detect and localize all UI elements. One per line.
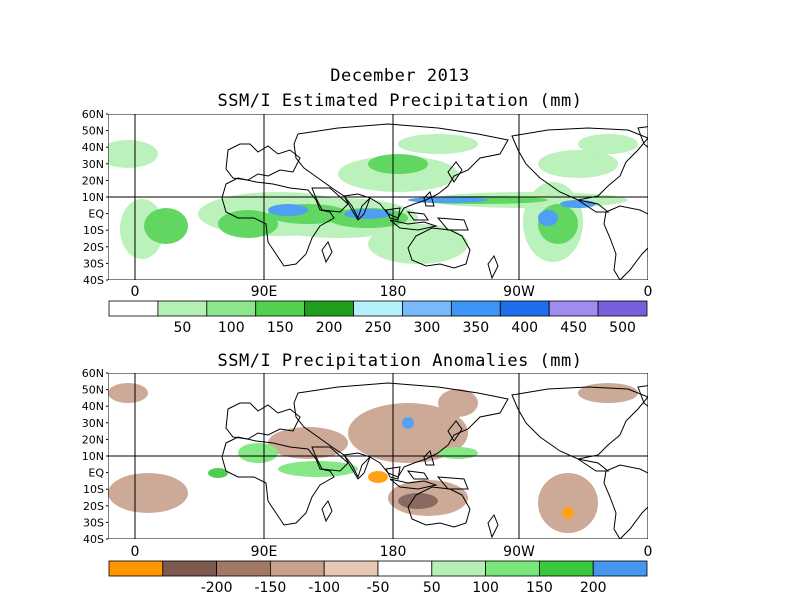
lat-label: 20N — [82, 174, 104, 187]
lat-label: 10S — [83, 224, 104, 237]
colorbar-label: 400 — [511, 320, 538, 336]
lon-label: 90W — [503, 284, 535, 300]
lon-label: 90E — [251, 544, 278, 560]
colorbar-label: -50 — [367, 580, 390, 596]
latitude-axis-1: 60N 50N 40N 30N 20N 10N EQ 10S 20S 30S 40S — [82, 108, 108, 287]
lat-label: 20S — [83, 241, 104, 254]
lon-label: 180 — [380, 284, 407, 300]
colorbar-swatch — [255, 300, 306, 317]
colorbar-label: 450 — [560, 320, 587, 336]
colorbar-swatch — [108, 300, 159, 317]
lat-label: 50N — [82, 125, 104, 138]
lat-label: 60N — [82, 108, 104, 121]
lat-label: 40S — [83, 533, 104, 546]
lat-label: 30S — [83, 257, 104, 270]
colorbar-label: 50 — [423, 580, 441, 596]
colorbar-label: 50 — [173, 320, 191, 336]
colorbar-swatch — [206, 300, 257, 317]
colorbar-swatch — [592, 560, 648, 577]
lat-label: EQ — [88, 467, 104, 480]
lat-label: 30N — [82, 158, 104, 171]
colorbar-swatch — [216, 560, 271, 577]
lat-label: 10N — [82, 191, 104, 204]
anomaly-colorbar: -200 -150 -100 -50 50 100 150 200 — [108, 560, 648, 596]
colorbar-swatch — [377, 560, 433, 577]
lon-label: 0 — [644, 284, 653, 300]
colorbar-label: 250 — [365, 320, 392, 336]
lat-label: 60N — [82, 367, 104, 380]
panel2-title: SSM/I Precipitation Anomalies (mm) — [217, 351, 583, 371]
colorbar-swatch — [597, 300, 648, 317]
colorbar-label: -150 — [255, 580, 287, 596]
colorbar-swatch — [485, 560, 540, 577]
colorbar-label: -200 — [201, 580, 233, 596]
colorbar-label: 150 — [267, 320, 294, 336]
colorbar-label: -100 — [308, 580, 340, 596]
colorbar-swatch — [162, 560, 218, 577]
precip-map — [108, 114, 648, 280]
colorbar-label: 200 — [580, 580, 607, 596]
lat-label: 40N — [82, 400, 104, 413]
colorbar-swatch — [157, 300, 208, 317]
lon-label: 90W — [503, 544, 535, 560]
date-title: December 2013 — [330, 66, 470, 86]
lat-label: 20S — [83, 500, 104, 513]
lat-label: 30N — [82, 417, 104, 430]
colorbar-swatch — [353, 300, 403, 317]
colorbar-swatch — [548, 300, 599, 317]
lat-label: 10N — [82, 450, 104, 463]
lat-label: EQ — [88, 208, 104, 221]
colorbar-label: 100 — [472, 580, 499, 596]
colorbar-label: 100 — [218, 320, 245, 336]
lat-label: 50N — [82, 384, 104, 397]
lat-label: 40S — [83, 274, 104, 287]
lon-label: 0 — [131, 544, 140, 560]
colorbar-swatch — [402, 300, 452, 317]
colorbar-swatch — [450, 300, 501, 317]
longitude-axis-2: 0 90E 180 90W 0 — [131, 544, 653, 560]
lat-label: 20N — [82, 433, 104, 446]
colorbar-swatch — [269, 560, 325, 577]
lon-label: 90E — [251, 284, 278, 300]
anomaly-map — [108, 373, 648, 539]
longitude-axis-1: 0 90E 180 90W 0 — [131, 284, 653, 300]
colorbar-swatch — [431, 560, 486, 577]
colorbar-label: 350 — [462, 320, 489, 336]
lon-label: 180 — [380, 544, 407, 560]
colorbar-label: 150 — [526, 580, 553, 596]
colorbar-swatch — [499, 300, 550, 317]
colorbar-swatch — [108, 560, 164, 577]
latitude-axis-2: 60N 50N 40N 30N 20N 10N EQ 10S 20S 30S 40S — [82, 367, 108, 546]
colorbar-label: 500 — [609, 320, 636, 336]
lat-label: 40N — [82, 141, 104, 154]
colorbar-label: 300 — [414, 320, 441, 336]
colorbar-swatch — [323, 560, 379, 577]
lon-label: 0 — [644, 544, 653, 560]
colorbar-label: 200 — [316, 320, 343, 336]
lon-label: 0 — [131, 284, 140, 300]
lat-label: 30S — [83, 516, 104, 529]
precip-colorbar: 50 100 150 200 250 300 350 400 450 500 — [108, 300, 648, 336]
lat-label: 10S — [83, 483, 104, 496]
colorbar-swatch — [304, 300, 354, 317]
panel1-title: SSM/I Estimated Precipitation (mm) — [217, 91, 583, 111]
colorbar-swatch — [539, 560, 594, 577]
